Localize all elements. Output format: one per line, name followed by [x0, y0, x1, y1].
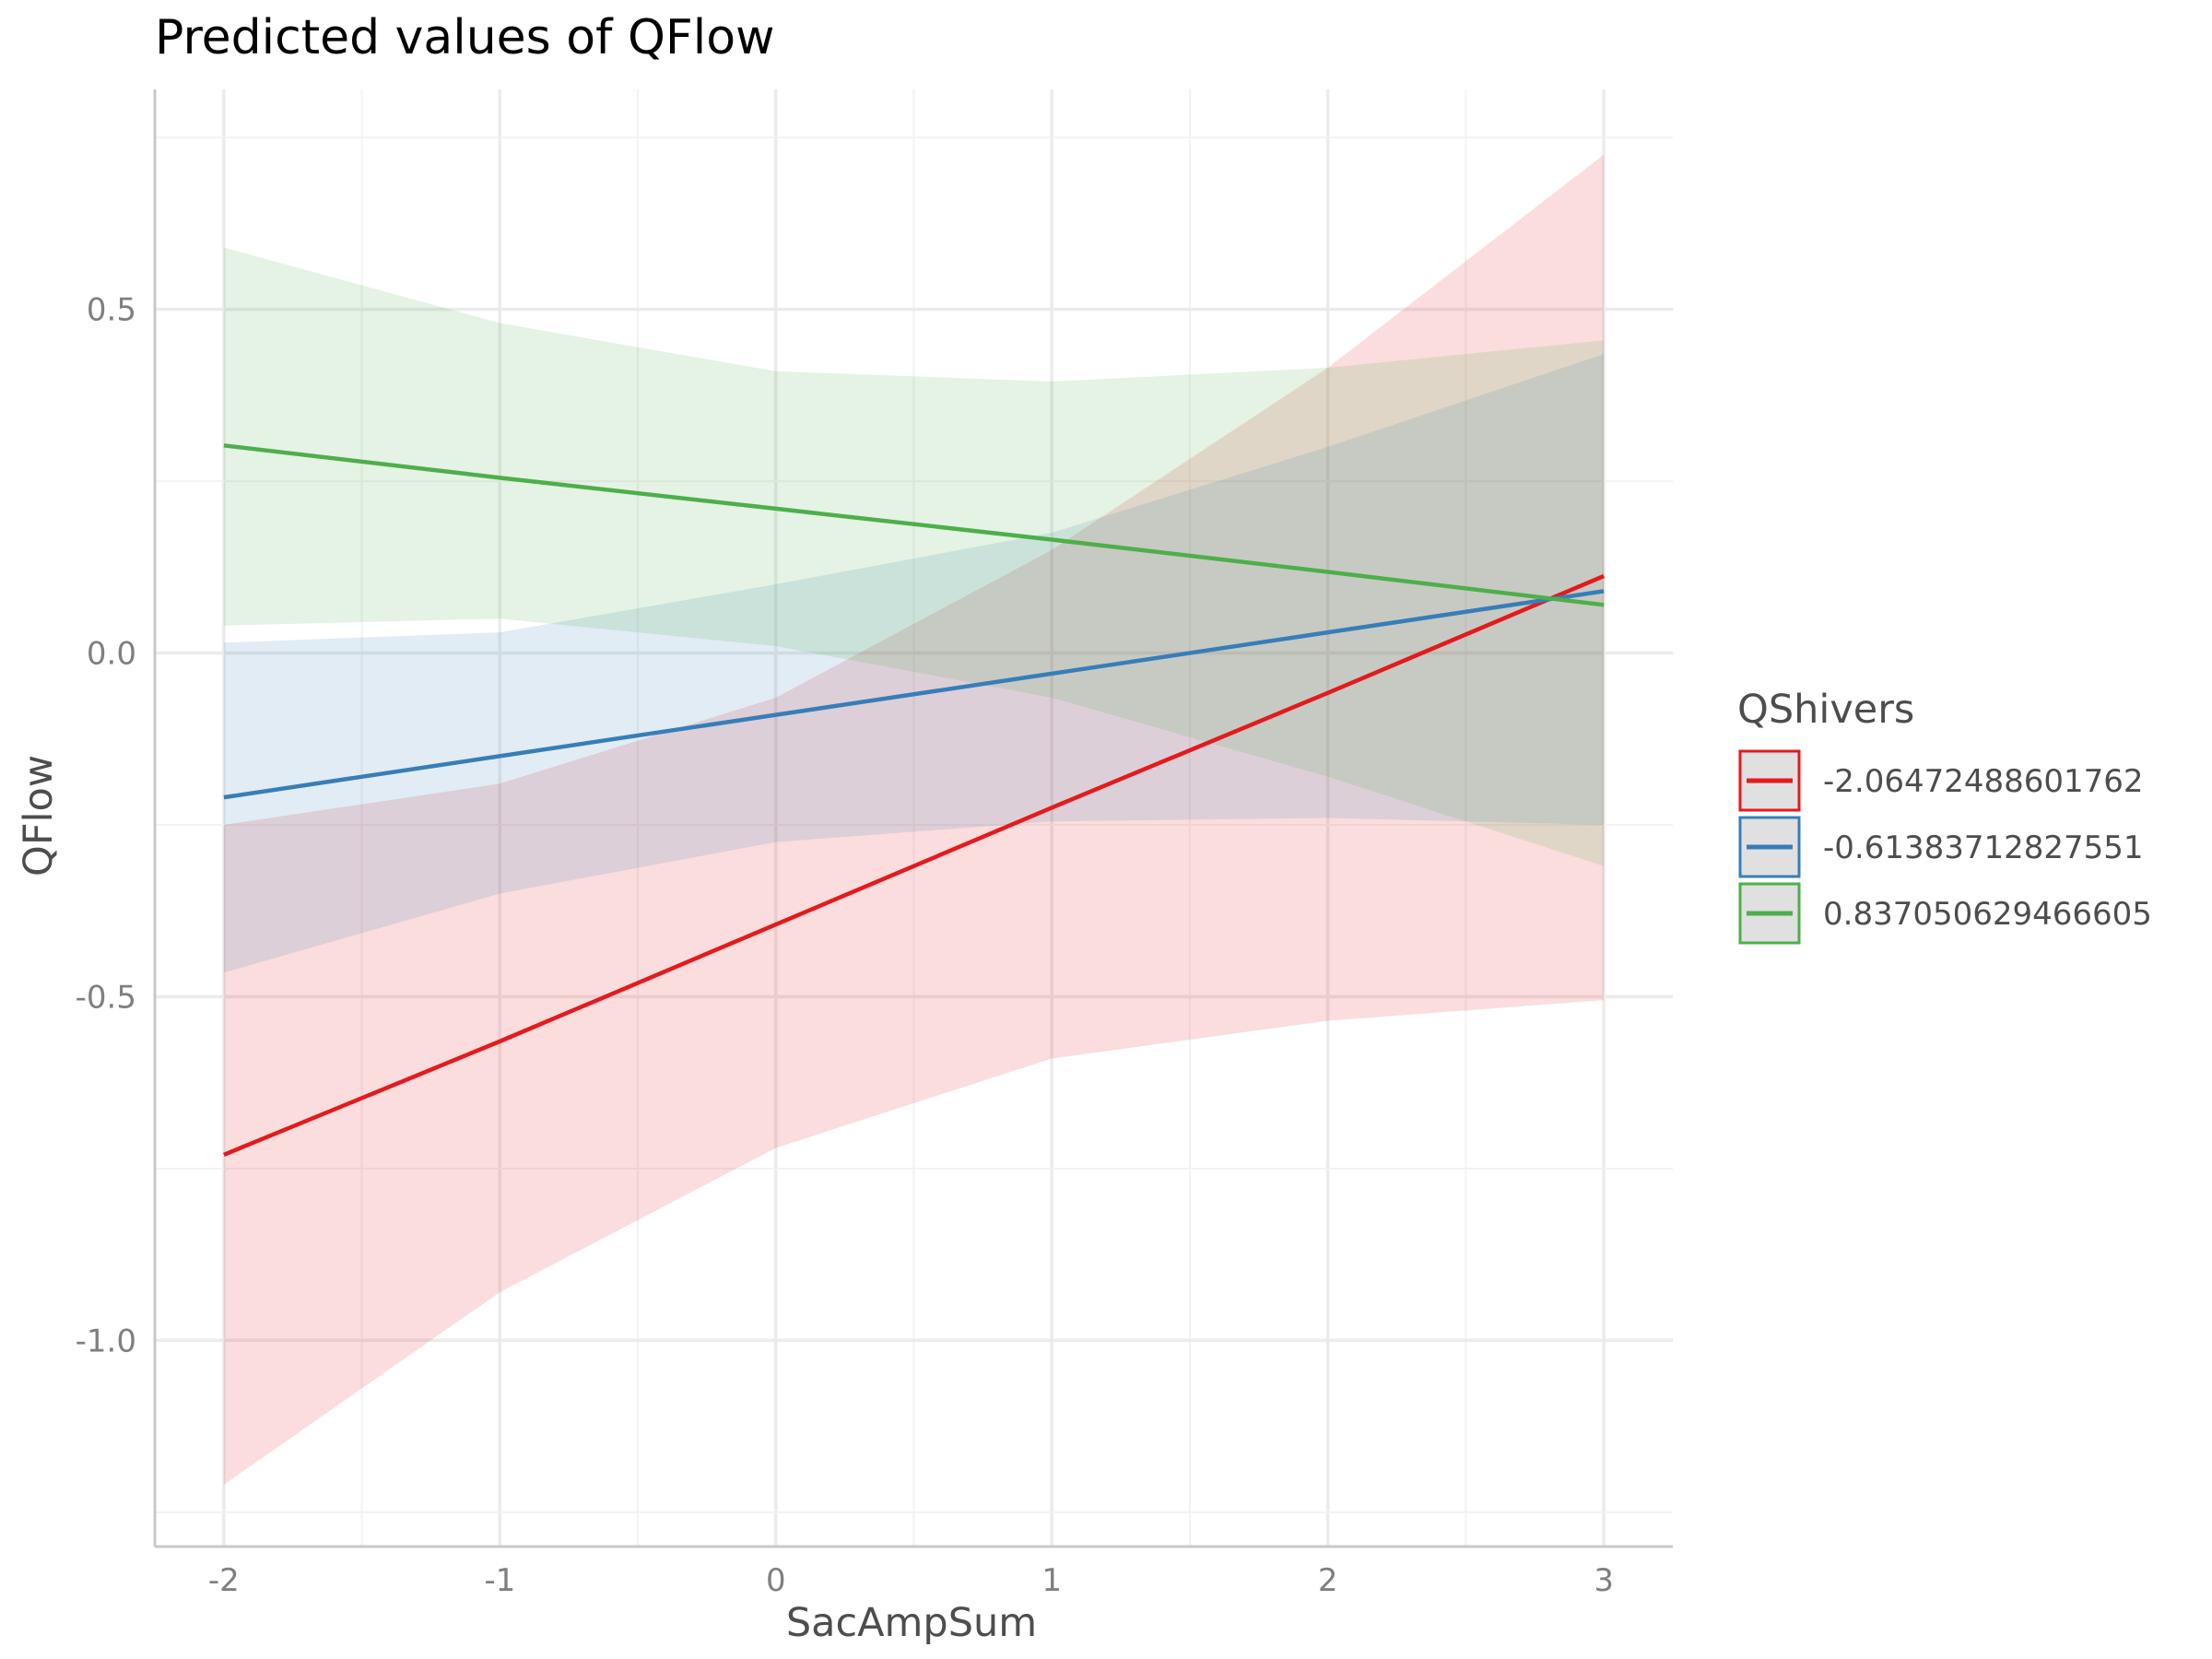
x-tick-label: -2	[208, 1562, 240, 1599]
x-tick-label: -1	[484, 1562, 515, 1599]
legend-title: QShivers	[1737, 687, 1914, 733]
y-tick-label: 0.0	[87, 636, 136, 673]
legend-label: -2.06472488601762	[1823, 763, 2144, 800]
x-tick-label: 2	[1318, 1562, 1338, 1599]
y-tick-label: -0.5	[76, 979, 136, 1016]
legend-item: 0.837050629466605	[1738, 882, 2152, 945]
legend-item: -0.61383712827551	[1738, 816, 2144, 878]
y-tick-label: 0.5	[87, 292, 136, 329]
grid	[155, 89, 1673, 1547]
x-axis-title: SacAmpSum	[786, 1600, 1037, 1646]
series-line-1	[223, 573, 1606, 1158]
y-tick-label: -1.0	[76, 1323, 136, 1359]
confidence-ribbons	[223, 154, 1605, 1485]
legend-label: -0.61383712827551	[1823, 830, 2144, 866]
confidence-ribbon-1	[223, 154, 1605, 1485]
chart-title: Predicted values of QFlow	[155, 10, 775, 65]
legend-item: -2.06472488601762	[1738, 749, 2144, 812]
legend: QShivers -2.06472488601762 -0.61383712827…	[1737, 687, 2152, 945]
axes	[153, 89, 1673, 1548]
x-tick-label: 3	[1594, 1562, 1614, 1599]
series-line-3	[223, 443, 1605, 607]
confidence-ribbon-2	[223, 354, 1605, 973]
legend-items: -2.06472488601762 -0.61383712827551 0.8370…	[1738, 749, 2152, 945]
series-line-2	[223, 589, 1605, 800]
x-tick-label: 0	[766, 1562, 786, 1599]
confidence-ribbon-3	[223, 247, 1605, 866]
prediction-lines	[223, 443, 1606, 1158]
tick-labels: -2 -1 0 1 2 3 -1.0 -0.5 0.0 0.5	[76, 292, 1614, 1599]
x-tick-label: 1	[1041, 1562, 1062, 1599]
legend-label: 0.837050629466605	[1823, 896, 2152, 933]
y-axis-title: QFlow	[16, 755, 62, 877]
